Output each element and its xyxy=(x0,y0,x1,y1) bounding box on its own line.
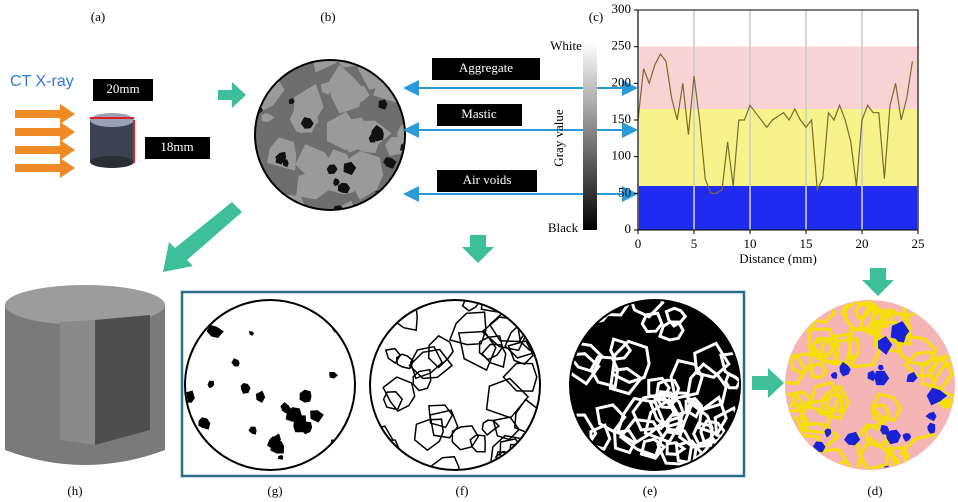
texture-shape xyxy=(518,316,555,350)
texture-shape xyxy=(390,50,412,72)
x-axis-label: Distance (mm) xyxy=(739,251,817,266)
panel-label: (f) xyxy=(456,483,469,498)
texture-shape xyxy=(567,454,604,486)
texture-shape xyxy=(781,299,820,332)
x-tick-label: 5 xyxy=(691,236,698,251)
texture-shape xyxy=(183,334,189,340)
texture-shape xyxy=(182,449,196,464)
specimen xyxy=(90,113,135,168)
texture-shape xyxy=(277,67,286,74)
phase-box: Aggregate xyxy=(432,58,540,80)
panel-label: (h) xyxy=(67,483,82,498)
x-tick-label: 20 xyxy=(856,236,869,251)
xray-arrows xyxy=(15,104,75,178)
aggregate-image xyxy=(570,300,740,470)
panel-label: (a) xyxy=(91,9,105,24)
texture-shape xyxy=(379,205,404,232)
texture-shape xyxy=(511,445,551,484)
texture-shape xyxy=(267,54,276,64)
texture-shape xyxy=(358,442,399,472)
height-label: 18mm xyxy=(160,139,193,154)
colorbar-top: White xyxy=(550,38,582,53)
texture-shape xyxy=(382,453,405,477)
texture-shape xyxy=(382,211,393,222)
phase-label: Aggregate xyxy=(459,60,513,75)
panel-label: (e) xyxy=(643,483,657,498)
colorbar xyxy=(583,42,597,230)
texture-shape xyxy=(387,50,399,66)
y-tick-label: 150 xyxy=(612,111,632,126)
panel-label: (c) xyxy=(589,9,603,24)
panel-label: (b) xyxy=(320,9,335,24)
phase-label: Mastic xyxy=(461,106,497,121)
texture-shape xyxy=(271,195,307,224)
texture-shape xyxy=(517,304,552,333)
texture-shape xyxy=(210,458,223,472)
texture-shape xyxy=(373,440,401,464)
texture-shape xyxy=(268,57,280,67)
figure: (a) CT X-ray 20mm 18mm (b) Aggregate Mas… xyxy=(0,0,958,502)
texture-shape xyxy=(317,455,331,467)
width-label: 20mm xyxy=(106,81,139,96)
texture-shape xyxy=(216,302,224,309)
panel-label: (d) xyxy=(867,483,882,498)
phase-band xyxy=(638,109,918,186)
x-tick-label: 10 xyxy=(744,236,757,251)
texture-shape xyxy=(398,203,432,236)
x-tick-label: 15 xyxy=(800,236,813,251)
source-label: CT X-ray xyxy=(10,73,74,90)
3d-reconstruction xyxy=(5,285,165,465)
texture-shape xyxy=(330,440,341,451)
width-box: 20mm xyxy=(93,79,153,101)
colorbar-title: Gray value xyxy=(551,109,566,167)
page: (a) CT X-ray 20mm 18mm (b) Aggregate Mas… xyxy=(0,0,958,502)
texture-shape xyxy=(239,183,257,196)
y-tick-label: 250 xyxy=(612,38,632,53)
texture-shape xyxy=(203,313,208,318)
x-tick-label: 0 xyxy=(635,236,642,251)
gray-profile-chart: 0510152025050100150200250300Distance (mm… xyxy=(612,1,925,266)
texture-shape xyxy=(411,54,418,60)
y-tick-label: 200 xyxy=(612,74,632,89)
phase-label: Air voids xyxy=(463,172,512,187)
texture-shape xyxy=(363,434,384,458)
y-tick-label: 300 xyxy=(612,1,632,16)
x-tick-label: 25 xyxy=(912,236,925,251)
height-box: 18mm xyxy=(145,137,210,159)
y-tick-label: 100 xyxy=(612,148,632,163)
texture-shape xyxy=(394,180,411,195)
texture-shape xyxy=(722,436,745,467)
panel-label: (g) xyxy=(267,483,282,498)
phase-band xyxy=(638,186,918,230)
y-tick-label: 50 xyxy=(618,184,631,199)
colorbar-bottom: Black xyxy=(548,220,579,235)
phase-box: Air voids xyxy=(437,170,537,192)
y-tick-label: 0 xyxy=(625,221,632,236)
texture-shape xyxy=(398,169,421,194)
phase-box: Mastic xyxy=(437,104,522,126)
texture-shape xyxy=(398,69,430,103)
